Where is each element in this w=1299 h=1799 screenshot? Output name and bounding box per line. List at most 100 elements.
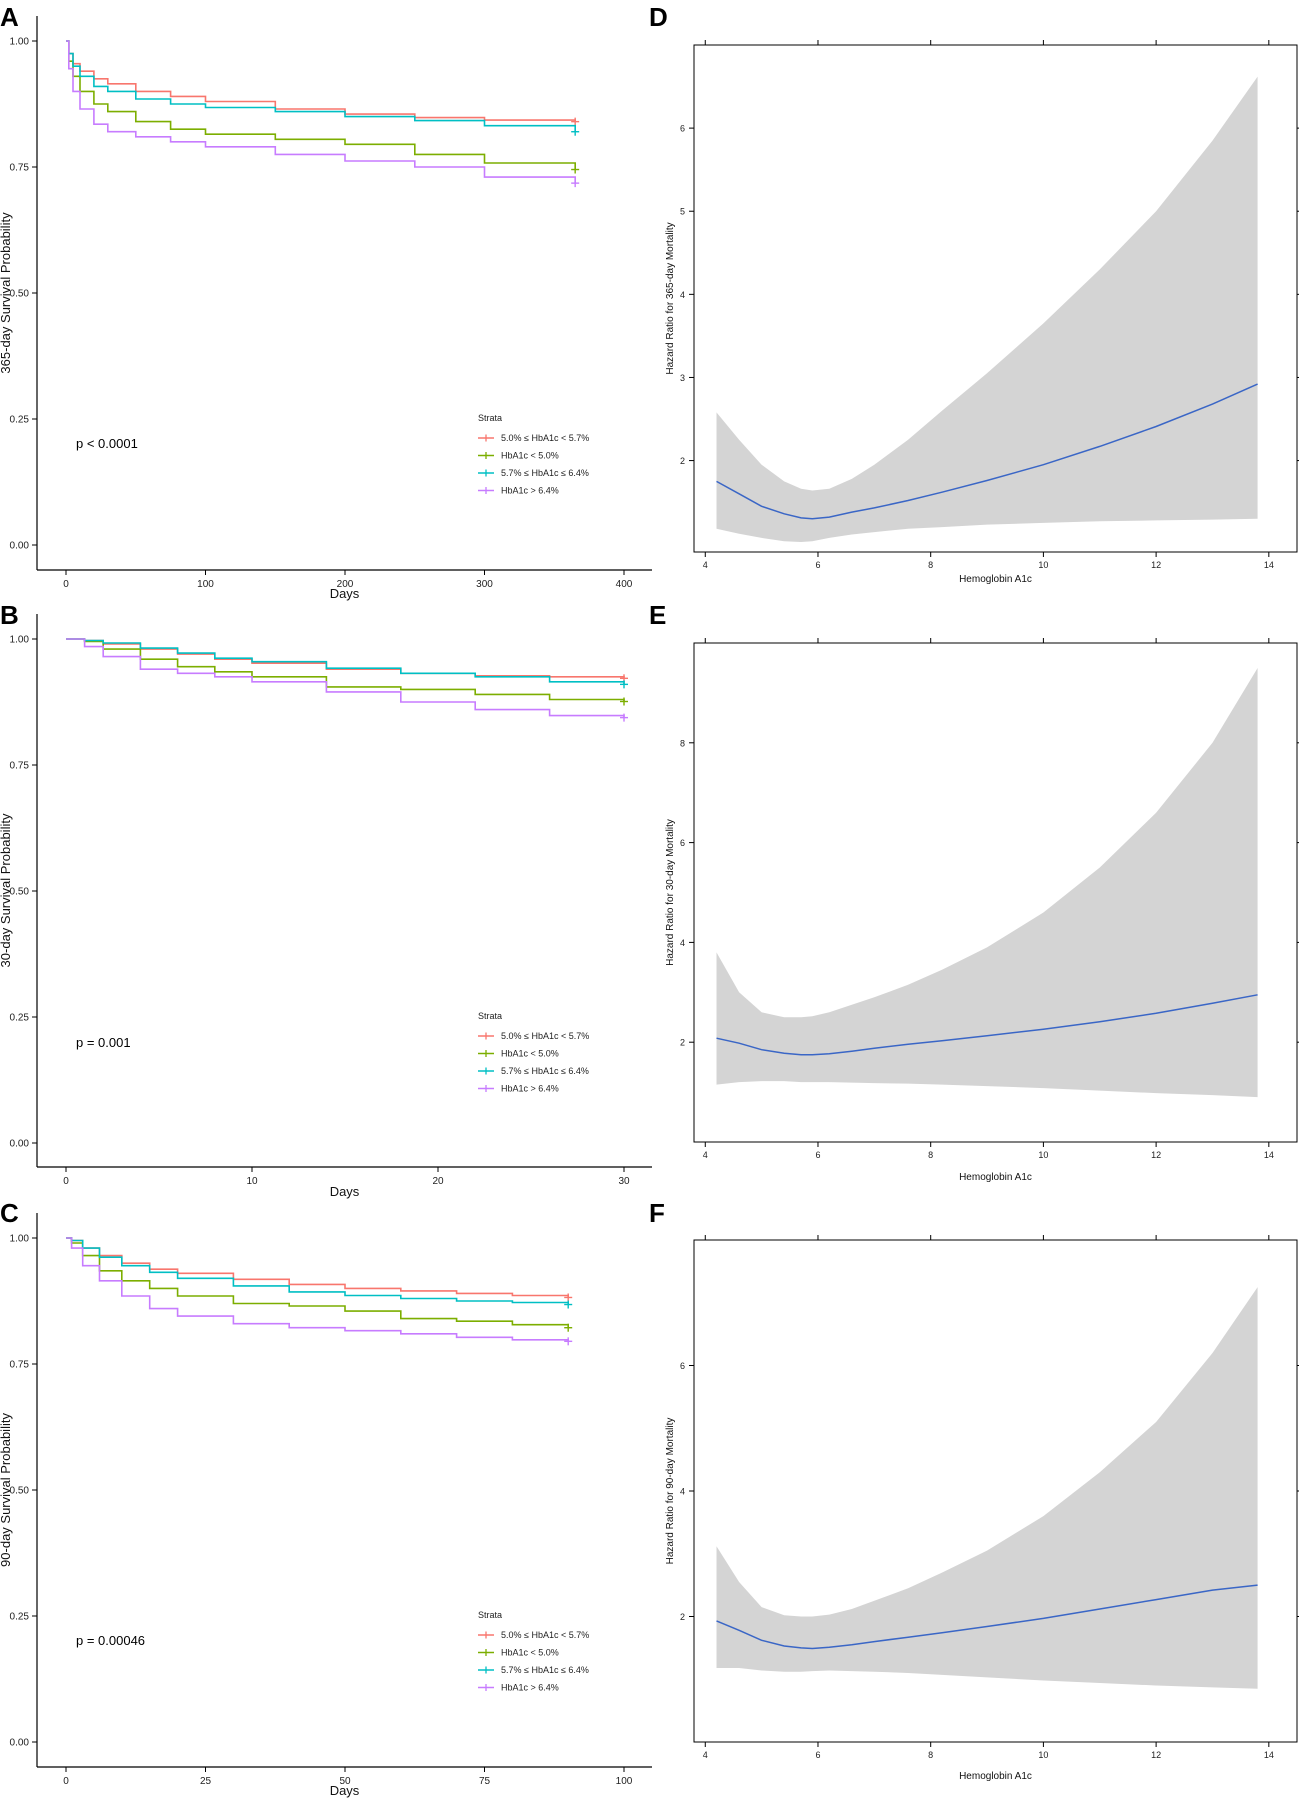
y-axis-title: 30-day Survival Probability <box>0 813 13 967</box>
legend-entry-label: 5.7% ≤ HbA1c ≤ 6.4% <box>501 468 589 478</box>
legend: Strata 5.0% ≤ HbA1c < 5.7% HbA1c < 5.0% 5.7… <box>478 413 589 496</box>
y-tick-label: 4 <box>680 938 685 948</box>
legend-entry-label: 5.0% ≤ HbA1c < 5.7% <box>501 1630 589 1640</box>
survival-curve <box>66 40 576 184</box>
survival-curve <box>66 1237 569 1328</box>
legend: Strata 5.0% ≤ HbA1c < 5.7% HbA1c < 5.0% 5.7… <box>478 1610 589 1693</box>
panel-a: A 0 100 200 300 400 0.00 0.25 0.50 0.75 1.00 Days 36… <box>0 2 652 601</box>
panel-e: E 4 6 8 10 12 14 2 4 6 8 Hemoglobin A1c Hazard Ratio… <box>649 600 1299 1183</box>
p-value-annotation: p = 0.00046 <box>76 1633 145 1648</box>
legend-entry-label: HbA1c < 5.0% <box>501 1648 559 1658</box>
y-axis-title: Hazard Ratio for 30-day Mortality <box>665 819 676 966</box>
x-tick-label: 6 <box>815 1750 820 1760</box>
x-tick-label: 400 <box>616 579 633 590</box>
y-tick-label: 3 <box>680 373 685 383</box>
panel-letter: E <box>649 600 666 630</box>
x-tick-label: 14 <box>1264 560 1274 570</box>
x-tick-label: 10 <box>1038 1750 1048 1760</box>
x-tick-label: 6 <box>815 1150 820 1160</box>
x-tick-label: 0 <box>63 579 69 590</box>
x-tick-label: 4 <box>703 1750 708 1760</box>
legend-entry-label: HbA1c > 6.4% <box>501 1084 559 1094</box>
x-axis-title: Hemoglobin A1c <box>959 1172 1032 1183</box>
legend-entry-label: 5.7% ≤ HbA1c ≤ 6.4% <box>501 1066 589 1076</box>
legend: Strata 5.0% ≤ HbA1c < 5.7% HbA1c < 5.0% 5.7… <box>478 1011 589 1094</box>
plot-frame <box>693 44 1298 553</box>
legend-entry-label: 5.0% ≤ HbA1c < 5.7% <box>501 433 589 443</box>
y-tick-label: 2 <box>680 1612 685 1622</box>
panel-d: D 4 6 8 10 12 14 2 3 4 5 6 Hemoglobin A1c Hazard Rati… <box>649 2 1299 585</box>
x-axis-title: Days <box>330 586 360 601</box>
panel-letter: D <box>649 2 668 32</box>
x-axis-title: Hemoglobin A1c <box>959 574 1032 585</box>
x-tick-label: 300 <box>476 579 493 590</box>
confidence-band <box>716 668 1258 1098</box>
y-tick-label: 4 <box>680 1487 685 1497</box>
plot-frame <box>693 642 1298 1143</box>
panel-b: B 0 10 20 30 0.00 0.25 0.50 0.75 1.00 Days 30-day S… <box>0 600 652 1199</box>
survival-curve <box>66 1237 569 1342</box>
x-tick-label: 75 <box>479 1776 491 1787</box>
y-tick-label: 1.00 <box>10 635 30 646</box>
panel-letter: A <box>0 2 19 32</box>
y-tick-label: 0.00 <box>10 1139 30 1150</box>
x-tick-label: 100 <box>197 579 214 590</box>
x-tick-label: 25 <box>200 1776 212 1787</box>
x-tick-label: 100 <box>616 1776 633 1787</box>
y-tick-label: 6 <box>680 124 685 134</box>
x-tick-label: 14 <box>1264 1750 1274 1760</box>
y-tick-label: 0.75 <box>10 761 30 772</box>
y-tick-label: 0.00 <box>10 1738 30 1749</box>
x-tick-label: 30 <box>618 1176 630 1187</box>
y-tick-label: 0.75 <box>10 163 30 174</box>
legend-title: Strata <box>478 413 502 423</box>
p-value-annotation: p = 0.001 <box>76 1035 131 1050</box>
x-tick-label: 4 <box>703 560 708 570</box>
legend-entry-label: 5.0% ≤ HbA1c < 5.7% <box>501 1031 589 1041</box>
survival-curve <box>66 638 625 685</box>
y-axis-title: 365-day Survival Probability <box>0 212 13 374</box>
hazard-ratio-line <box>716 1584 1258 1650</box>
p-value-annotation: p < 0.0001 <box>76 436 138 451</box>
panel-letter: C <box>0 1198 19 1228</box>
legend-entry-label: HbA1c > 6.4% <box>501 1683 559 1693</box>
x-tick-label: 0 <box>63 1176 69 1187</box>
legend-entry-label: HbA1c > 6.4% <box>501 486 559 496</box>
y-tick-label: 2 <box>680 1038 685 1048</box>
survival-curve <box>66 1237 569 1298</box>
y-tick-label: 6 <box>680 838 685 848</box>
x-tick-label: 8 <box>928 1750 933 1760</box>
x-tick-label: 10 <box>1038 560 1048 570</box>
x-tick-label: 10 <box>1038 1150 1048 1160</box>
y-tick-label: 1.00 <box>10 37 30 48</box>
x-tick-label: 0 <box>63 1776 69 1787</box>
x-tick-label: 8 <box>928 560 933 570</box>
y-tick-label: 0.75 <box>10 1360 30 1371</box>
x-tick-label: 8 <box>928 1150 933 1160</box>
y-tick-label: 0.25 <box>10 1013 30 1024</box>
panel-c: C 0 25 50 75 100 0.00 0.25 0.50 0.75 1.00 Days 90-da… <box>0 1198 652 1798</box>
y-tick-label: 2 <box>680 456 685 466</box>
survival-curve <box>66 638 625 718</box>
legend-title: Strata <box>478 1011 502 1021</box>
y-axis-title: Hazard Ratio for 90-day Mortality <box>665 1418 676 1565</box>
y-tick-label: 1.00 <box>10 1234 30 1245</box>
y-tick-label: 5 <box>680 207 685 217</box>
confidence-band <box>716 1287 1258 1689</box>
legend-entry-label: HbA1c < 5.0% <box>501 1049 559 1059</box>
panel-letter: F <box>649 1198 665 1228</box>
x-tick-label: 6 <box>815 560 820 570</box>
panel-f: F 4 6 8 10 12 14 2 4 6 Hemoglobin A1c Hazard Ratio … <box>649 1198 1299 1782</box>
legend-title: Strata <box>478 1610 502 1620</box>
survival-curve <box>66 40 576 132</box>
panel-letter: B <box>0 600 19 630</box>
survival-curve <box>66 40 576 170</box>
y-tick-label: 0.50 <box>10 289 30 300</box>
y-tick-label: 0.50 <box>10 887 30 898</box>
x-tick-label: 12 <box>1151 1750 1161 1760</box>
legend-entry-label: 5.7% ≤ HbA1c ≤ 6.4% <box>501 1665 589 1675</box>
y-tick-label: 4 <box>680 290 685 300</box>
x-tick-label: 12 <box>1151 560 1161 570</box>
x-axis-title: Days <box>330 1783 360 1798</box>
